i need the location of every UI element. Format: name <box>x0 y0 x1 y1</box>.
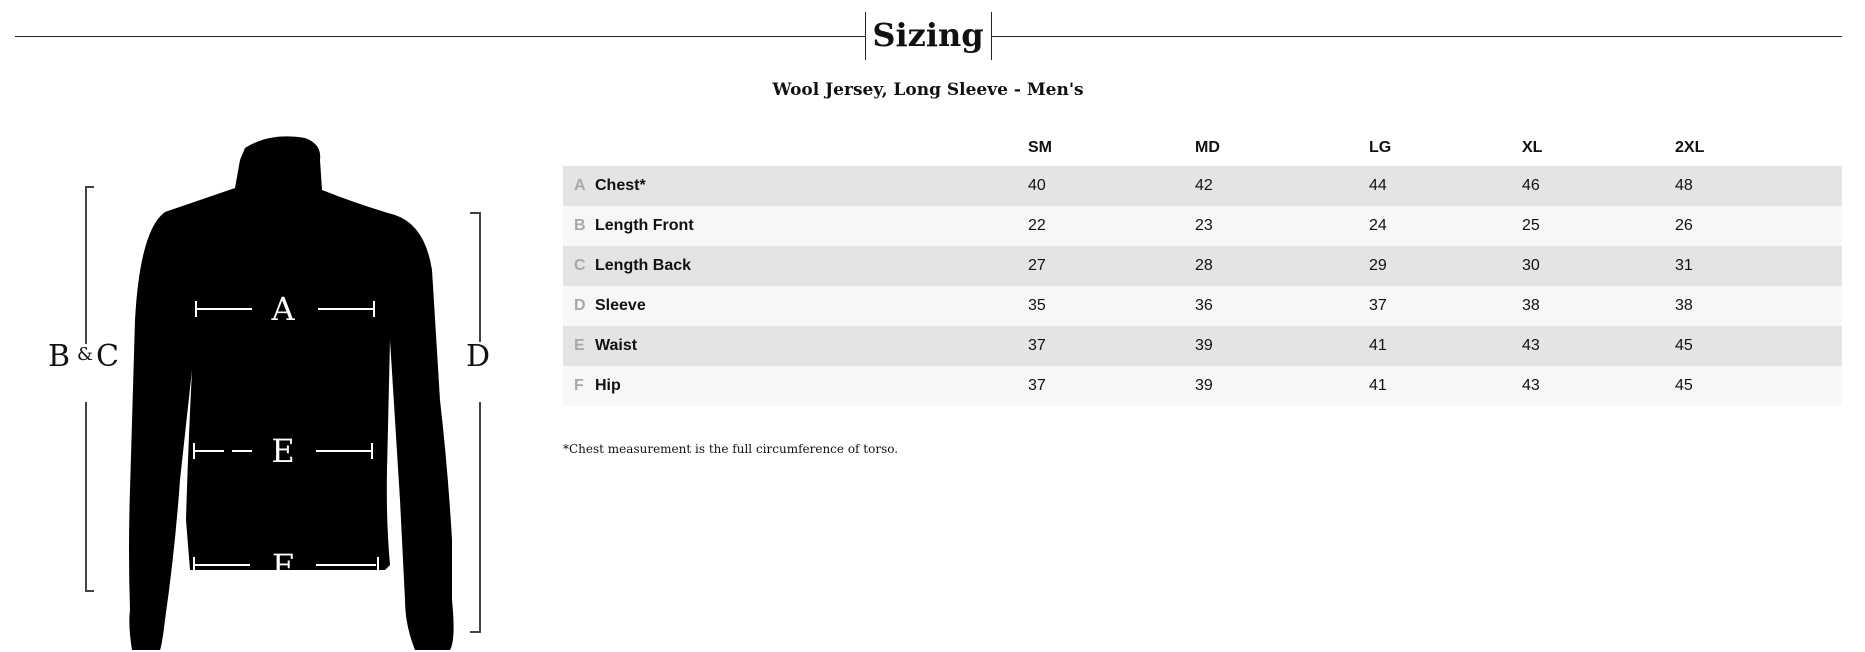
cell-value: 23 <box>1195 217 1213 234</box>
row-label: Waist <box>595 337 638 354</box>
product-name: Wool Jersey, Long Sleeve - Men's <box>772 80 1084 100</box>
row-letter: B <box>574 217 586 234</box>
size-table: SM MD LG XL 2XL A Chest* 40 42 44 46 48 … <box>563 130 1842 406</box>
row-letter: D <box>574 297 586 314</box>
title-rule-left <box>15 36 865 37</box>
cell-value: 22 <box>1028 217 1046 234</box>
column-header-sm: SM <box>1028 139 1052 156</box>
cell-value: 39 <box>1195 337 1213 354</box>
cell-value: 46 <box>1522 177 1540 194</box>
cell-value: 45 <box>1675 337 1693 354</box>
label-e: E <box>271 432 294 470</box>
cell-value: 45 <box>1675 377 1693 394</box>
column-header-lg: LG <box>1369 139 1392 156</box>
cell-value: 38 <box>1675 297 1693 314</box>
column-header-xl: XL <box>1522 139 1543 156</box>
label-a: A <box>270 290 295 328</box>
jersey-diagram: B & C D A E F <box>48 136 490 650</box>
title-rule-right <box>991 36 1842 37</box>
cell-value: 27 <box>1028 257 1046 274</box>
row-label: Hip <box>595 377 621 394</box>
row-letter: A <box>574 177 586 194</box>
row-letter: C <box>574 257 586 274</box>
table-header: SM MD LG XL 2XL <box>563 130 1842 166</box>
row-label: Length Front <box>595 217 694 234</box>
cell-value: 37 <box>1369 297 1387 314</box>
label-f: F <box>272 547 294 585</box>
cell-value: 41 <box>1369 337 1387 354</box>
cell-value: 36 <box>1195 297 1213 314</box>
cell-value: 29 <box>1369 257 1387 274</box>
cell-value: 42 <box>1195 177 1213 194</box>
label-amp: & <box>77 344 93 365</box>
cell-value: 48 <box>1675 177 1693 194</box>
jersey-silhouette <box>129 136 454 650</box>
label-d: D <box>466 339 490 374</box>
table-row: A Chest* 40 42 44 46 48 <box>563 166 1842 206</box>
cell-value: 35 <box>1028 297 1046 314</box>
table-row: D Sleeve 35 36 37 38 38 <box>563 286 1842 326</box>
cell-value: 40 <box>1028 177 1046 194</box>
column-header-md: MD <box>1195 139 1220 156</box>
cell-value: 43 <box>1522 337 1540 354</box>
cell-value: 31 <box>1675 257 1693 274</box>
table-row: C Length Back 27 28 29 30 31 <box>563 246 1842 286</box>
cell-value: 44 <box>1369 177 1387 194</box>
cell-value: 30 <box>1522 257 1540 274</box>
table-row: B Length Front 22 23 24 25 26 <box>563 206 1842 246</box>
row-letter: E <box>574 337 585 354</box>
row-label: Sleeve <box>595 297 646 314</box>
length-bracket-left <box>85 186 94 592</box>
title-divider-left <box>865 12 866 60</box>
cell-value: 43 <box>1522 377 1540 394</box>
table-row: F Hip 37 39 41 43 45 <box>563 366 1842 406</box>
sleeve-bracket-right <box>470 212 481 633</box>
label-b: B <box>48 339 70 374</box>
row-label: Length Back <box>595 257 692 274</box>
label-c: C <box>96 339 119 374</box>
measure-lines <box>193 301 379 573</box>
cell-value: 39 <box>1195 377 1213 394</box>
cell-value: 37 <box>1028 337 1046 354</box>
table-row: E Waist 37 39 41 43 45 <box>563 326 1842 366</box>
page-title: Sizing <box>872 16 984 54</box>
cell-value: 24 <box>1369 217 1387 234</box>
title-divider-right <box>991 12 992 60</box>
footnote: *Chest measurement is the full circumfer… <box>563 442 899 456</box>
column-header-2xl: 2XL <box>1675 139 1705 156</box>
cell-value: 41 <box>1369 377 1387 394</box>
row-letter: F <box>574 377 584 394</box>
cell-value: 26 <box>1675 217 1693 234</box>
cell-value: 37 <box>1028 377 1046 394</box>
cell-value: 38 <box>1522 297 1540 314</box>
cell-value: 25 <box>1522 217 1540 234</box>
row-label: Chest* <box>595 177 646 194</box>
cell-value: 28 <box>1195 257 1213 274</box>
